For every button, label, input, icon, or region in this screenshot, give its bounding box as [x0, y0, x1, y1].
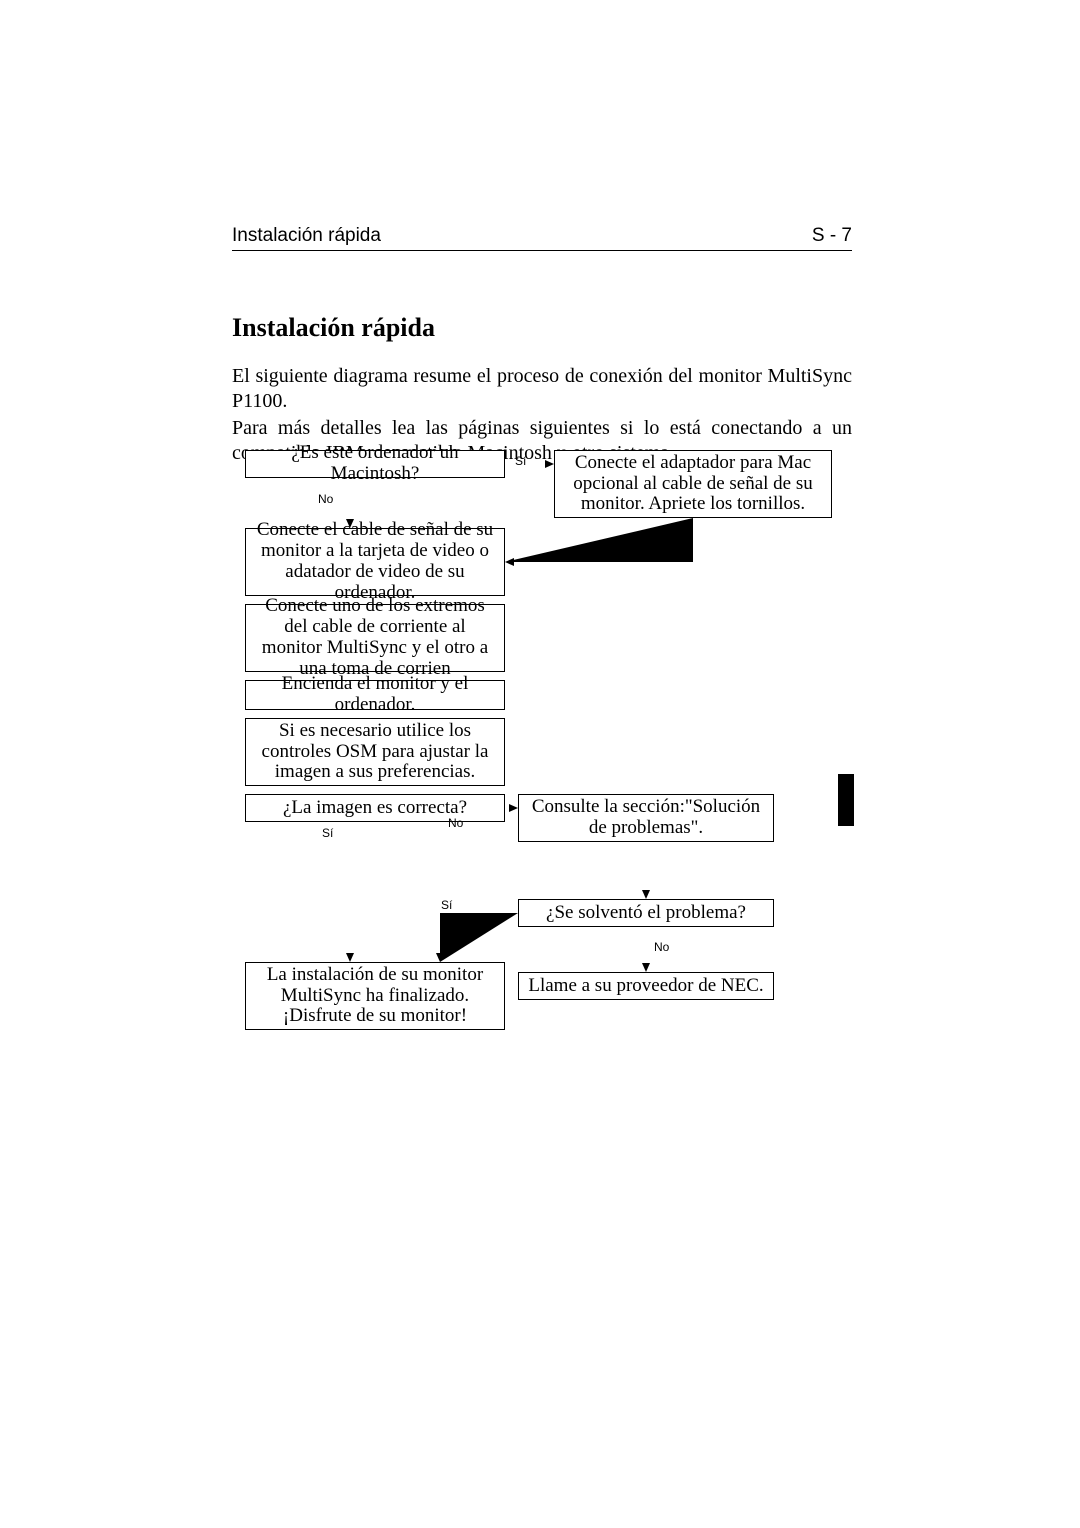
header-right: S - 7 [812, 225, 852, 247]
page-header: Instalación rápida S - 7 [232, 225, 852, 247]
page-title: Instalación rápida [232, 313, 435, 343]
node-solved-question: ¿Se solventó el problema? [518, 899, 774, 927]
edge-label: No [654, 940, 669, 954]
node-osm-adjust: Si es necesario utilice los controles OS… [245, 718, 505, 786]
node-turn-on: Encienda el monitor y el ordenador. [245, 680, 505, 710]
header-left: Instalación rápida [232, 225, 381, 247]
node-signal-cable: Conecte el cable de señal de su monitor … [245, 528, 505, 596]
edge-label: No [318, 492, 333, 506]
intro-paragraph-1: El siguiente diagrama resume el proceso … [232, 364, 852, 414]
node-image-correct-question: ¿La imagen es correcta? [245, 794, 505, 822]
edge-label: Sí [322, 826, 333, 840]
node-mac-question: ¿Es este ordenador un Macintosh? [245, 450, 505, 478]
node-done: La instalación de su monitor MultiSync h… [245, 962, 505, 1030]
edge-label: No [448, 816, 463, 830]
edge-label: Sí [441, 898, 452, 912]
node-troubleshoot: Consulte la sección:"Solución de problem… [518, 794, 774, 842]
node-mac-adapter: Conecte el adaptador para Mac opcional a… [554, 450, 832, 518]
node-power-cable: Conecte uno de los extremos del cable de… [245, 604, 505, 672]
edge-label: Sí [515, 454, 526, 468]
header-rule [232, 250, 852, 251]
page: Instalación rápida S - 7 Instalación ráp… [0, 0, 1080, 1528]
node-call-vendor: Llame a su proveedor de NEC. [518, 972, 774, 1000]
section-tab [838, 774, 854, 826]
